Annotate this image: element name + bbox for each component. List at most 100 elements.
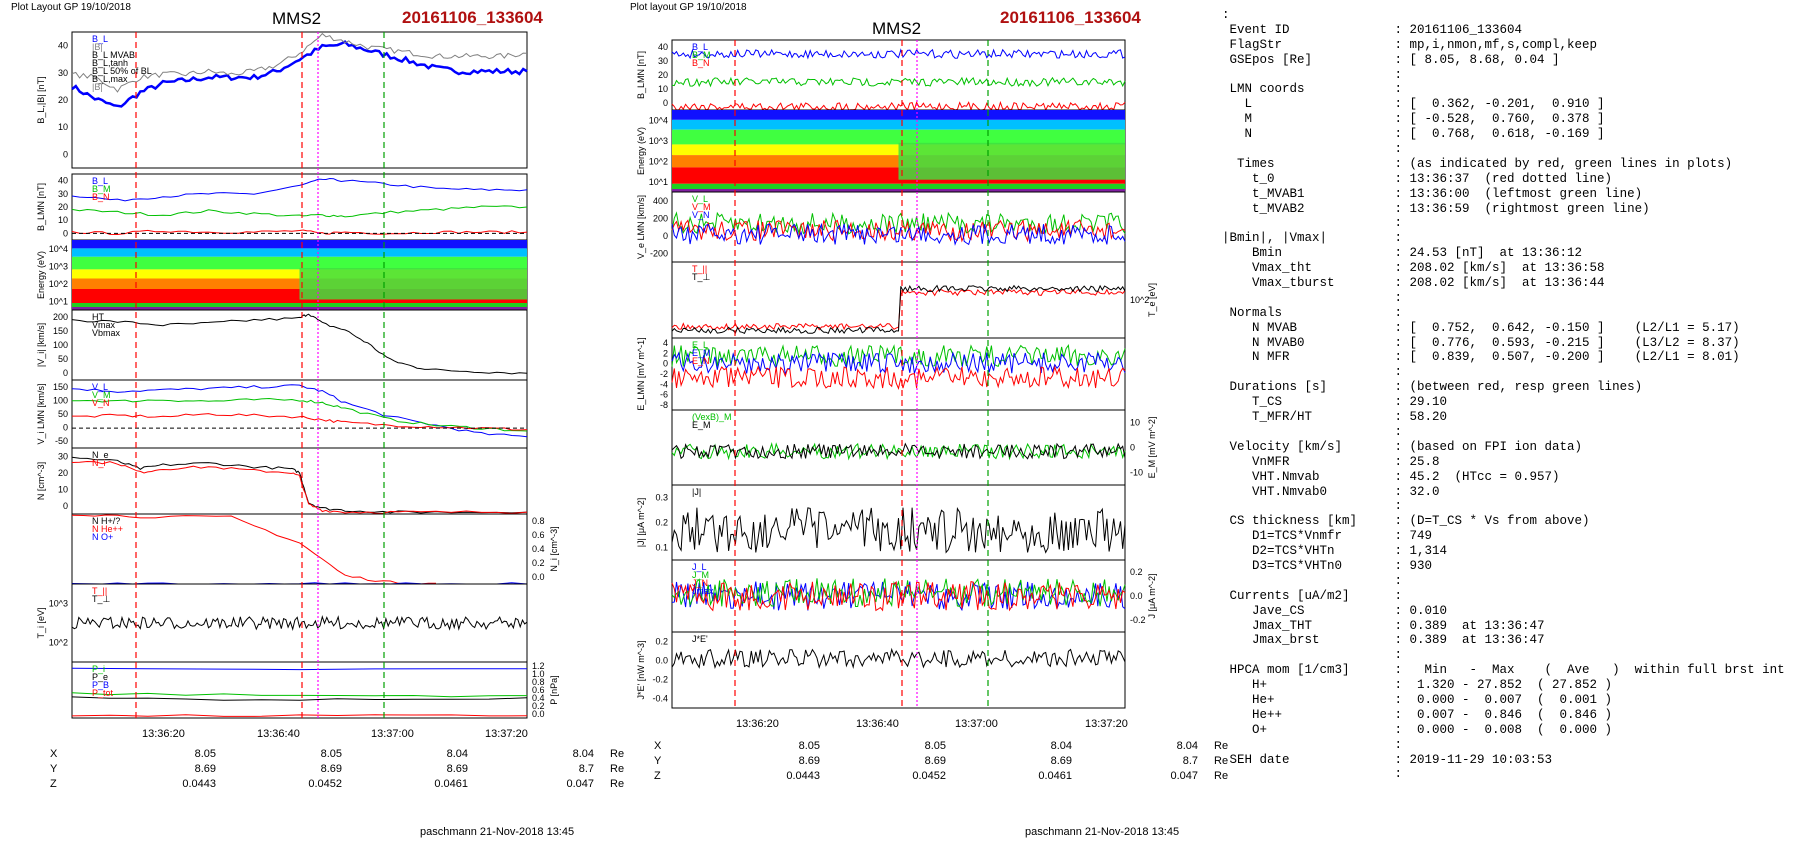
left-legend-entry: N H+/? (92, 516, 120, 526)
left-y-tick-label: 0.2 (532, 701, 545, 711)
coord-value: 8.69 (924, 754, 946, 767)
left-footer: paschmann 21-Nov-2018 13:45 (420, 826, 575, 838)
left-y-axis-label: |V_i| [km/s] (36, 323, 46, 367)
left-legend-entry: B_L,tanh (92, 58, 128, 68)
left-y-tick-label: 20 (58, 468, 68, 478)
coord-unit: Re (610, 777, 625, 790)
middle-y-tick-label: 40 (658, 42, 668, 52)
info-line: T_CS : 29.10 (1222, 395, 1448, 410)
middle-spectrogram-band (672, 119, 1125, 130)
middle-series-line (671, 507, 1126, 554)
coord-value: 8.04 (1176, 739, 1198, 752)
middle-legend-entry: T_⊥ (692, 272, 711, 282)
left-y-tick-label: 40 (58, 41, 68, 51)
info-line: T_MFR/HT : 58.20 (1222, 410, 1448, 425)
info-line: He+ : 0.000 - 0.007 ( 0.001 ) (1222, 692, 1613, 707)
left-panel: 0.00.20.40.60.81.01.2 P [nPa] P_iP_eP_BP_t… (71, 661, 559, 719)
left-y-tick-label: 10^3 (49, 599, 68, 609)
middle-y-axis-label: J [μA m^-2] (1147, 574, 1157, 619)
middle-y-tick-label: -0.2 (1130, 615, 1146, 625)
info-line: Event ID : 20161106_133604 (1222, 22, 1523, 37)
info-line: Normals : (1222, 305, 1403, 320)
info-line: : (1222, 67, 1403, 82)
left-legend-entry: P_e (92, 672, 108, 682)
coord-value: 8.05 (798, 739, 820, 752)
middle-y-tick-label: 2 (663, 348, 668, 358)
left-y-tick-label: 0.4 (532, 693, 545, 703)
middle-y-axis-label: E_M [mV m^-2] (1147, 417, 1157, 479)
left-legend-entry: Vmax (92, 320, 116, 330)
middle-y-tick-label: -8 (660, 400, 668, 410)
info-line: HPCA mom [1/cm3] : Min - Max ( Ave ) wit… (1222, 663, 1785, 678)
middle-footer: paschmann 21-Nov-2018 13:45 (1025, 826, 1180, 838)
middle-y-tick-label: 10 (1130, 418, 1140, 428)
info-line: Jave_CS : 0.010 (1222, 603, 1448, 618)
coord-unit: Re (1214, 754, 1229, 767)
middle-series-line (671, 580, 1126, 612)
info-line: : (1222, 8, 1230, 22)
left-legend-entry: B_L,max (92, 74, 128, 84)
coord-label: Z (50, 777, 57, 790)
middle-panel-frame (671, 39, 1126, 111)
middle-y-tick-label: 0.0 (655, 656, 668, 666)
left-legend-entry: |B| (92, 82, 103, 92)
middle-y-tick-label: 10^1 (649, 177, 668, 187)
middle-legend-entry: E_L (692, 340, 708, 350)
left-legend-entry: B_L 50% of BL (92, 66, 152, 76)
middle-legend-entry: J*E' (692, 634, 708, 644)
middle-spectrogram-band (672, 183, 1125, 192)
middle-panel-frame (671, 191, 1126, 263)
info-line: : (1222, 365, 1403, 380)
middle-y-tick-label: -4 (660, 379, 668, 389)
info-line: |Bmin|, |Vmax| : (1222, 231, 1403, 246)
middle-y-tick-label: 0.0 (1130, 591, 1143, 601)
middle-time-tick: 13:36:40 (856, 718, 899, 730)
left-panel-frame (71, 661, 528, 719)
left-legend-entry: N He++ (92, 524, 123, 534)
middle-time-tick-labels: 13:36:20 13:36:40 13:37:00 13:37:20 (0, 718, 1200, 734)
middle-time-tick: 13:37:20 (1085, 718, 1128, 730)
middle-panel-frame (671, 409, 1126, 486)
left-legend-entry: V_N (92, 398, 110, 408)
info-line: Jmax_THT : 0.389 at 13:36:47 (1222, 618, 1545, 633)
middle-legend-entry: V_N (692, 210, 710, 220)
middle-legend-entry: B_L (692, 42, 708, 52)
coord-value: 8.05 (320, 747, 342, 760)
middle-series-line (671, 48, 1126, 60)
left-panel-frame (71, 31, 528, 169)
left-spectrogram-band (72, 248, 527, 257)
left-spectrogram-band (72, 303, 527, 310)
middle-y-tick-label: 4 (663, 338, 668, 348)
info-line: O+ : 0.000 - 0.008 ( 0.000 ) (1222, 722, 1613, 737)
middle-legend-entry: J_M (692, 570, 709, 580)
coord-value: 8.05 (924, 739, 946, 752)
coord-value: 0.0443 (182, 777, 216, 790)
middle-series-line (671, 100, 1126, 112)
middle-y-tick-label: 0.3 (655, 493, 668, 503)
middle-y-axis-label: Energy (eV) (636, 127, 646, 175)
left-coord-row-y: Y 8.69 8.69 8.69 8.7 Re (46, 761, 628, 776)
coord-value: 0.0461 (1038, 769, 1072, 782)
info-line: : (1222, 499, 1403, 514)
left-spectrogram-band (72, 256, 527, 270)
left-spectrogram-band (72, 307, 527, 310)
middle-legend-entry: (VexB)_M (692, 412, 732, 422)
info-line: FlagStr : mp,i,nmon,mf,s,compl,keep (1222, 37, 1598, 52)
middle-series-line (671, 219, 1126, 243)
left-y-tick-label: 100 (53, 395, 68, 405)
coord-label: Z (654, 769, 661, 782)
left-y-tick-label: 1.2 (532, 661, 545, 671)
left-legend-entry: V_M (92, 390, 111, 400)
left-series-line (71, 313, 528, 375)
left-y-tick-label: 100 (53, 340, 68, 350)
info-line: Durations [s] : (between red, resp green… (1222, 380, 1643, 395)
info-line: : (1222, 290, 1403, 305)
left-y-tick-label: 10^3 (49, 261, 68, 271)
middle-y-tick-label: 20 (658, 70, 668, 80)
middle-y-tick-label: 0.2 (1130, 567, 1143, 577)
coord-value: 0.0461 (434, 777, 468, 790)
middle-coord-row-y: Y 8.69 8.69 8.69 8.7 Re (650, 753, 1232, 768)
left-y-tick-label: 10 (58, 122, 68, 132)
